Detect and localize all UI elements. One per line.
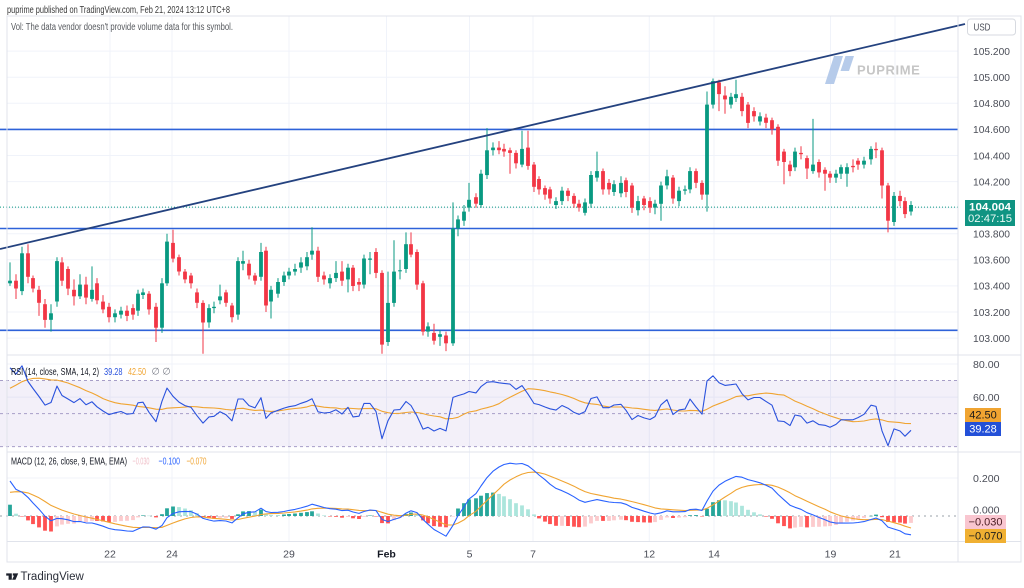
- svg-text:−0.030: −0.030: [133, 456, 150, 468]
- svg-text:104.200: 104.200: [973, 176, 1010, 188]
- svg-text:puprime published on TradingVi: puprime published on TradingView.com, Fe…: [7, 5, 230, 16]
- svg-text:∅ ∅: ∅ ∅: [152, 367, 171, 378]
- svg-text:104.400: 104.400: [973, 150, 1010, 162]
- svg-text:MACD (12, 26, close, 9, EMA, E: MACD (12, 26, close, 9, EMA, EMA): [11, 456, 127, 468]
- svg-text:14: 14: [708, 549, 720, 561]
- svg-text:USD: USD: [974, 22, 991, 34]
- svg-text:80.00: 80.00: [973, 359, 1000, 371]
- svg-text:42.50: 42.50: [969, 410, 997, 422]
- svg-text:21: 21: [889, 549, 901, 561]
- svg-text:22: 22: [104, 549, 116, 561]
- svg-text:TradingView: TradingView: [21, 571, 85, 583]
- svg-text:5: 5: [467, 549, 473, 561]
- svg-text:19: 19: [825, 549, 837, 561]
- svg-text:103.200: 103.200: [973, 307, 1010, 319]
- svg-text:104.800: 104.800: [973, 98, 1010, 110]
- svg-text:103.000: 103.000: [973, 333, 1010, 345]
- svg-text:103.800: 103.800: [973, 229, 1010, 241]
- svg-text:PUPRIME: PUPRIME: [857, 63, 920, 78]
- svg-text:RSI (14, close, SMA, 14, 2): RSI (14, close, SMA, 14, 2): [11, 366, 99, 378]
- svg-text:103.400: 103.400: [973, 281, 1010, 293]
- svg-text:0.000: 0.000: [973, 504, 1000, 516]
- svg-text:104.004: 104.004: [969, 202, 1012, 214]
- svg-text:105.000: 105.000: [973, 72, 1010, 84]
- svg-text:−0.070: −0.070: [187, 456, 207, 468]
- svg-text:39.28: 39.28: [969, 424, 997, 436]
- svg-text:60.00: 60.00: [973, 392, 1000, 404]
- svg-text:−0.070: −0.070: [969, 531, 1003, 543]
- svg-text:−0.100: −0.100: [159, 456, 181, 468]
- svg-text:104.600: 104.600: [973, 124, 1010, 136]
- svg-text:12: 12: [643, 549, 655, 561]
- svg-text:24: 24: [166, 549, 178, 561]
- svg-text:39.28: 39.28: [104, 366, 123, 378]
- svg-text:105.200: 105.200: [973, 46, 1010, 58]
- svg-text:7: 7: [530, 549, 536, 561]
- svg-text:Feb: Feb: [377, 549, 396, 561]
- svg-text:02:47:15: 02:47:15: [968, 213, 1012, 225]
- svg-text:42.50: 42.50: [128, 366, 146, 378]
- svg-text:Vol: The data vendor doesn't p: Vol: The data vendor doesn't provide vol…: [11, 22, 233, 33]
- svg-text:−0.030: −0.030: [969, 517, 1003, 529]
- svg-text:29: 29: [283, 549, 295, 561]
- svg-text:103.600: 103.600: [973, 255, 1010, 267]
- svg-text:0.200: 0.200: [973, 473, 1000, 485]
